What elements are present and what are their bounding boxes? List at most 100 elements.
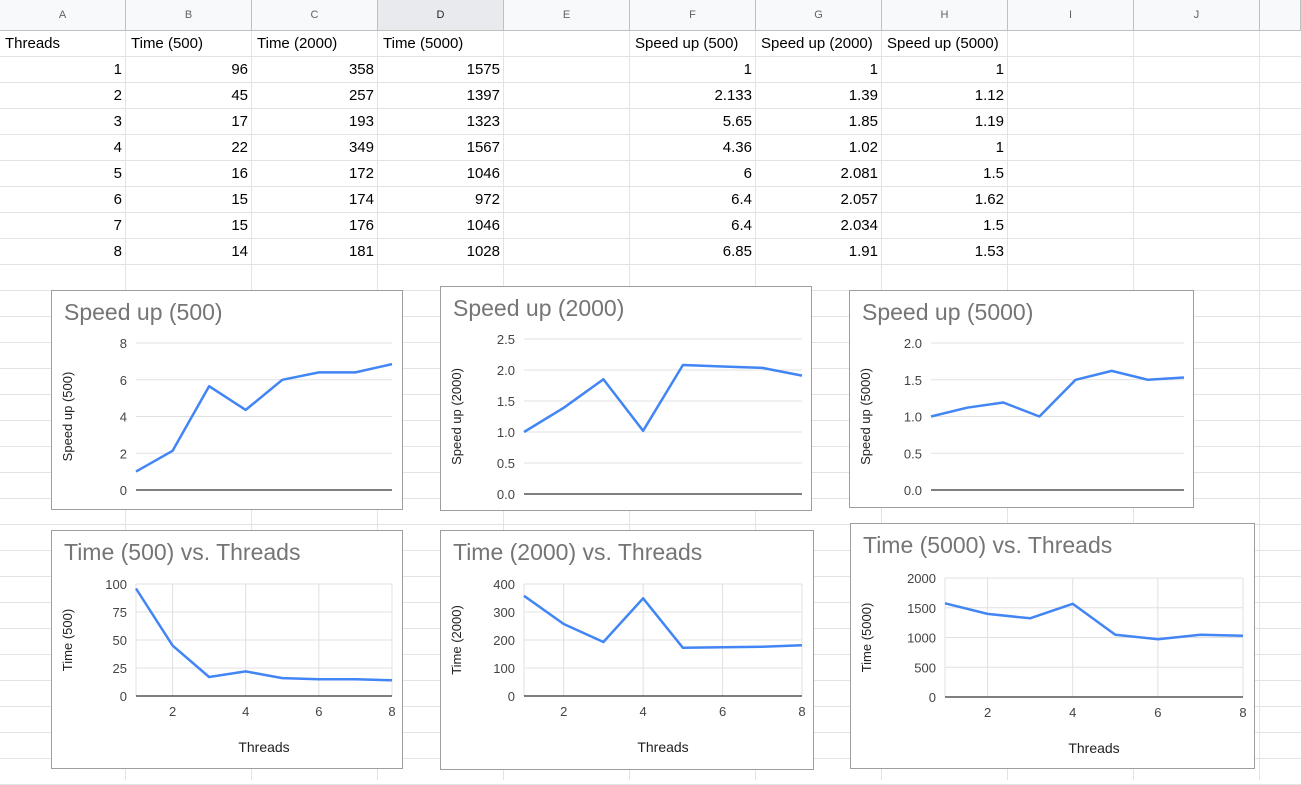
column-header-d[interactable]: D bbox=[378, 0, 504, 31]
cell-b7[interactable]: 15 bbox=[231, 191, 248, 208]
chart-4[interactable]: Time (500) vs. Threads 0 25 50 75 100 2 4 6 8 Time… bbox=[51, 530, 403, 769]
chart-plot: 0 25 50 75 100 2 4 6 8 Time (500) Threads bbox=[60, 577, 396, 755]
cell-b3[interactable]: 45 bbox=[231, 87, 248, 104]
y-axis-label: Time (500) bbox=[60, 609, 75, 671]
cell-b5[interactable]: 22 bbox=[231, 139, 248, 156]
column-header-c[interactable]: C bbox=[252, 0, 378, 31]
cell-f7[interactable]: 6.4 bbox=[731, 191, 752, 208]
y-axis-label: Time (2000) bbox=[449, 605, 464, 675]
x-axis-label: Threads bbox=[637, 739, 688, 755]
cell-h1[interactable]: Speed up (5000) bbox=[887, 35, 999, 52]
cell-f4[interactable]: 5.65 bbox=[722, 113, 752, 130]
cell-a4[interactable]: 3 bbox=[113, 113, 122, 130]
cell-h5[interactable]: 1 bbox=[995, 139, 1004, 156]
y-tick-label: 1.5 bbox=[497, 394, 515, 409]
cell-h8[interactable]: 1.5 bbox=[983, 217, 1004, 234]
cell-h9[interactable]: 1.53 bbox=[974, 243, 1004, 260]
cell-d7[interactable]: 972 bbox=[474, 191, 500, 208]
series-line[interactable] bbox=[944, 602, 1244, 641]
cell-b8[interactable]: 15 bbox=[231, 217, 248, 234]
chart-1[interactable]: Speed up (500) 0 2 4 6 8 Speed up (500) bbox=[51, 290, 403, 510]
column-header-h[interactable]: H bbox=[882, 0, 1008, 31]
x-tick-label: 8 bbox=[1239, 705, 1246, 720]
cell-g3[interactable]: 1.39 bbox=[848, 87, 878, 104]
cell-f6[interactable]: 6 bbox=[743, 165, 752, 182]
cell-f2[interactable]: 1 bbox=[743, 61, 752, 78]
cell-f3[interactable]: 2.133 bbox=[714, 87, 752, 104]
y-tick-label: 2.0 bbox=[497, 363, 515, 378]
cell-a1[interactable]: Threads bbox=[5, 35, 61, 52]
column-header-i[interactable]: I bbox=[1008, 0, 1134, 31]
cell-g4[interactable]: 1.85 bbox=[848, 113, 878, 130]
cell-a5[interactable]: 4 bbox=[113, 139, 122, 156]
cell-f8[interactable]: 6.4 bbox=[731, 217, 752, 234]
cell-h7[interactable]: 1.62 bbox=[974, 191, 1004, 208]
cell-g1[interactable]: Speed up (2000) bbox=[761, 35, 873, 52]
cell-g9[interactable]: 1.91 bbox=[848, 243, 878, 260]
cell-g8[interactable]: 2.034 bbox=[840, 217, 878, 234]
gridline-horizontal bbox=[0, 82, 1301, 83]
cell-a6[interactable]: 5 bbox=[113, 165, 122, 182]
cell-c7[interactable]: 174 bbox=[348, 191, 374, 208]
cell-d4[interactable]: 1323 bbox=[466, 113, 500, 130]
cell-g5[interactable]: 1.02 bbox=[848, 139, 878, 156]
cell-g7[interactable]: 2.057 bbox=[840, 191, 878, 208]
cell-c6[interactable]: 172 bbox=[348, 165, 374, 182]
cell-c8[interactable]: 176 bbox=[348, 217, 374, 234]
cell-d2[interactable]: 1575 bbox=[466, 61, 500, 78]
cell-c3[interactable]: 257 bbox=[348, 87, 374, 104]
column-header-g[interactable]: G bbox=[756, 0, 882, 31]
cell-f1[interactable]: Speed up (500) bbox=[635, 35, 739, 52]
series-line[interactable] bbox=[523, 363, 803, 434]
y-tick-label: 0.5 bbox=[497, 456, 515, 471]
cell-g2[interactable]: 1 bbox=[869, 61, 878, 78]
column-header-a[interactable]: A bbox=[0, 0, 126, 31]
chart-3[interactable]: Speed up (5000) 0.0 0.5 1.0 1.5 2.0 Speed up (… bbox=[849, 290, 1194, 508]
y-tick-label: 0 bbox=[120, 689, 127, 704]
cell-b6[interactable]: 16 bbox=[231, 165, 248, 182]
cell-f5[interactable]: 4.36 bbox=[722, 139, 752, 156]
cell-g6[interactable]: 2.081 bbox=[840, 165, 878, 182]
cell-a8[interactable]: 7 bbox=[113, 217, 122, 234]
cell-c2[interactable]: 358 bbox=[348, 61, 374, 78]
cell-c5[interactable]: 349 bbox=[348, 139, 374, 156]
cell-c1[interactable]: Time (2000) bbox=[257, 35, 338, 52]
cell-a7[interactable]: 6 bbox=[113, 191, 122, 208]
cell-h3[interactable]: 1.12 bbox=[974, 87, 1004, 104]
series-line[interactable] bbox=[523, 594, 803, 650]
cell-b4[interactable]: 17 bbox=[231, 113, 248, 130]
cell-d1[interactable]: Time (5000) bbox=[383, 35, 464, 52]
cell-h4[interactable]: 1.19 bbox=[974, 113, 1004, 130]
chart-5[interactable]: Time (2000) vs. Threads 0 100 200 300 400 2 4 6 8… bbox=[440, 530, 814, 770]
cell-h6[interactable]: 1.5 bbox=[983, 165, 1004, 182]
cell-h2[interactable]: 1 bbox=[995, 61, 1004, 78]
column-header-f[interactable]: F bbox=[630, 0, 756, 31]
series-line[interactable] bbox=[134, 587, 393, 682]
y-tick-label: 6 bbox=[120, 373, 127, 388]
y-tick-label: 2.5 bbox=[497, 332, 515, 347]
chart-2[interactable]: Speed up (2000) 0.0 0.5 1.0 1.5 2.0 2.5 Speed u… bbox=[440, 286, 812, 511]
cell-d8[interactable]: 1046 bbox=[466, 217, 500, 234]
cell-a2[interactable]: 1 bbox=[113, 61, 122, 78]
cell-a9[interactable]: 8 bbox=[113, 243, 122, 260]
cell-c4[interactable]: 193 bbox=[348, 113, 374, 130]
cell-b9[interactable]: 14 bbox=[231, 243, 248, 260]
chart-6[interactable]: Time (5000) vs. Threads 0 500 1000 1500 2000 2… bbox=[850, 523, 1255, 769]
cell-b1[interactable]: Time (500) bbox=[131, 35, 203, 52]
cell-a3[interactable]: 2 bbox=[113, 87, 122, 104]
cell-c9[interactable]: 181 bbox=[348, 243, 374, 260]
series-line[interactable] bbox=[135, 362, 393, 473]
cell-f9[interactable]: 6.85 bbox=[722, 243, 752, 260]
column-header-j[interactable]: J bbox=[1134, 0, 1260, 31]
column-header-b[interactable]: B bbox=[126, 0, 252, 31]
cell-d3[interactable]: 1397 bbox=[466, 87, 500, 104]
cell-d5[interactable]: 1567 bbox=[466, 139, 500, 156]
cell-d9[interactable]: 1028 bbox=[466, 243, 500, 260]
chart-title: Time (5000) vs. Threads bbox=[863, 532, 1113, 558]
cell-b2[interactable]: 96 bbox=[231, 61, 248, 78]
series-line[interactable] bbox=[930, 369, 1185, 418]
cell-d6[interactable]: 1046 bbox=[466, 165, 500, 182]
column-header-e[interactable]: E bbox=[504, 0, 630, 31]
gridline-horizontal bbox=[0, 108, 1301, 109]
